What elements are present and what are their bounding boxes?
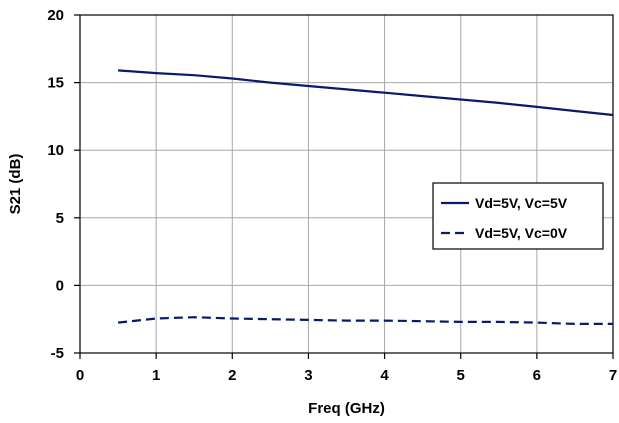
y-tick-label-5: 20	[47, 7, 64, 24]
x-tick-label-2: 2	[228, 367, 236, 384]
y-tick-label-4: 15	[47, 75, 64, 92]
legend-label-vc5v: Vd=5V, Vc=5V	[475, 195, 568, 211]
y-tick-label-0: -5	[51, 345, 64, 362]
x-tick-label-1: 1	[152, 367, 160, 384]
x-tick-label-0: 0	[76, 367, 84, 384]
x-axis-ticks: 0 1 2 3 4 5 6 7	[76, 353, 617, 384]
series-line-0	[118, 70, 613, 115]
y-tick-label-2: 5	[56, 210, 64, 227]
x-tick-label-6: 6	[533, 367, 541, 384]
y-axis-label: S21 (dB)	[7, 154, 24, 215]
x-tick-label-5: 5	[457, 367, 465, 384]
legend: Vd=5V, Vc=5V Vd=5V, Vc=0V	[433, 183, 603, 249]
x-tick-label-7: 7	[609, 367, 617, 384]
x-tick-label-3: 3	[304, 367, 312, 384]
legend-label-vc0v: Vd=5V, Vc=0V	[475, 225, 568, 241]
y-tick-label-1: 0	[56, 277, 64, 294]
y-tick-label-3: 10	[47, 142, 64, 159]
series-line-1	[118, 317, 613, 324]
x-tick-label-4: 4	[380, 367, 389, 384]
x-axis-label: Freq (GHz)	[308, 400, 385, 417]
y-axis-ticks: -5 0 5 10 15 20	[47, 7, 80, 362]
